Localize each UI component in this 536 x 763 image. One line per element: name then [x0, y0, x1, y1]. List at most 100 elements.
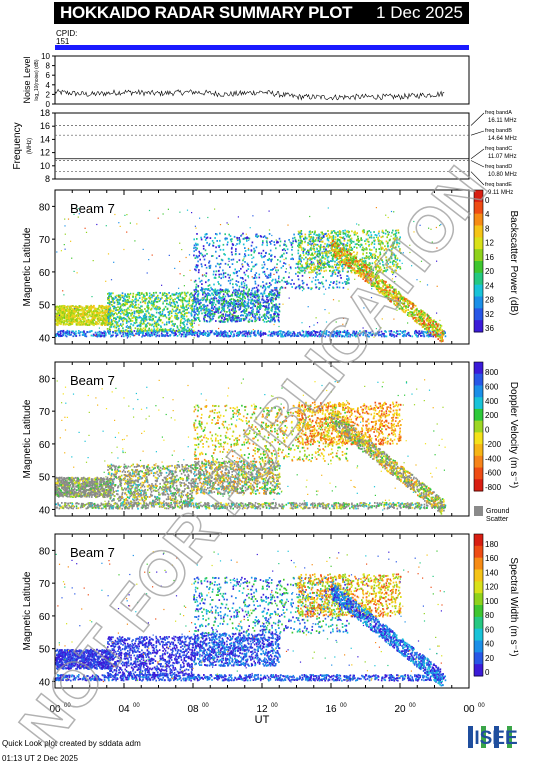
scatter-cell	[149, 314, 151, 316]
scatter-cell	[284, 281, 286, 283]
scatter-cell	[384, 249, 386, 251]
scatter-cell	[123, 320, 125, 322]
scatter-cell	[74, 316, 76, 318]
scatter-cell	[321, 267, 323, 269]
scatter-cell	[395, 270, 397, 272]
scatter-cell	[389, 240, 391, 242]
scatter-cell	[118, 320, 120, 322]
scatter-cell	[319, 270, 321, 272]
scatter-cell	[204, 236, 206, 238]
scatter-cell	[349, 245, 351, 247]
scatter-cell	[270, 294, 272, 296]
scatter-cell	[317, 260, 319, 262]
scatter-cell	[241, 282, 243, 284]
scatter-cell	[198, 271, 200, 273]
scatter-cell	[201, 313, 203, 315]
scatter-cell	[220, 263, 222, 265]
scatter-cell	[224, 300, 226, 302]
scatter-cell	[360, 237, 362, 239]
scatter-cell	[251, 245, 253, 247]
scatter-cell	[166, 321, 168, 323]
scatter-cell	[233, 319, 235, 321]
scatter-cell	[344, 233, 346, 235]
scatter-cell	[224, 311, 226, 313]
scatter-cell	[98, 316, 100, 318]
scatter-cell	[118, 312, 120, 314]
scatter-cell	[268, 295, 270, 297]
scatter-cell	[117, 306, 119, 308]
scatter-cell	[268, 311, 270, 313]
scatter-cell	[247, 264, 249, 266]
scatter-cell	[346, 236, 348, 238]
scatter-cell	[297, 275, 299, 277]
scatter-cell	[316, 272, 318, 274]
scatter-cell	[182, 327, 184, 329]
scatter-cell	[201, 266, 203, 268]
scatter-cell	[160, 298, 162, 300]
scatter-cell	[106, 311, 108, 313]
scatter-cell	[331, 334, 333, 336]
scatter-cell	[229, 312, 231, 314]
scatter-cell	[126, 311, 128, 313]
scatter-cell	[104, 312, 106, 314]
frequency-band-pointer	[471, 161, 484, 167]
scatter-cell	[273, 315, 275, 317]
scatter-cell	[377, 237, 379, 239]
scatter-cell	[320, 249, 322, 251]
scatter-cell	[248, 295, 250, 297]
scatter-cell	[333, 331, 335, 333]
scatter-cell	[366, 252, 368, 254]
scatter-cell	[226, 315, 228, 317]
scatter-cell	[165, 330, 167, 332]
scatter-cell	[342, 268, 344, 270]
scatter-cell	[211, 319, 213, 321]
scatter-cell	[273, 241, 275, 243]
scatter-cell	[393, 245, 395, 247]
scatter-cell	[139, 332, 141, 334]
scatter-cell	[280, 261, 282, 263]
scatter-cell	[309, 259, 311, 261]
scatter-cell	[216, 257, 218, 259]
scatter-cell	[423, 331, 425, 333]
scatter-cell	[200, 333, 202, 335]
scatter-cell	[311, 253, 313, 255]
scatter-cell	[201, 308, 203, 310]
scatter-cell	[124, 304, 126, 306]
scatter-cell	[298, 279, 300, 281]
scatter-cell	[196, 317, 198, 319]
scatter-cell	[239, 303, 241, 305]
scatter-cell	[271, 308, 273, 310]
scatter-cell	[129, 327, 131, 329]
scatter-cell	[379, 252, 381, 254]
scatter-cell	[328, 331, 330, 333]
scatter-cell	[212, 255, 214, 257]
scatter-cell	[182, 334, 184, 336]
scatter-cell	[255, 283, 257, 285]
scatter-cell	[266, 295, 268, 297]
scatter-cell	[246, 284, 248, 286]
scatter-cell	[403, 335, 405, 337]
scatter-cell	[309, 231, 311, 233]
scatter-cell	[277, 259, 279, 261]
scatter-cell	[183, 329, 185, 331]
scatter-cell	[148, 333, 150, 335]
scatter-cell	[151, 329, 153, 331]
scatter-cell	[256, 234, 258, 236]
scatter-cell	[361, 244, 363, 246]
scatter-cell	[339, 231, 341, 233]
scatter-cell	[184, 293, 186, 295]
scatter-cell	[257, 306, 259, 308]
scatter-cell	[62, 332, 64, 334]
scatter-cell	[182, 317, 184, 319]
scatter-cell	[212, 240, 214, 242]
scatter-cell	[208, 244, 210, 246]
scatter-cell	[222, 313, 224, 315]
scatter-cell	[131, 301, 133, 303]
scatter-cell	[219, 240, 221, 242]
scatter-cell	[130, 304, 132, 306]
scatter-cell	[261, 333, 263, 335]
scatter-cell	[354, 246, 356, 248]
scatter-cell	[299, 288, 301, 290]
scatter-cell	[207, 309, 209, 311]
scatter-cell	[221, 310, 223, 312]
